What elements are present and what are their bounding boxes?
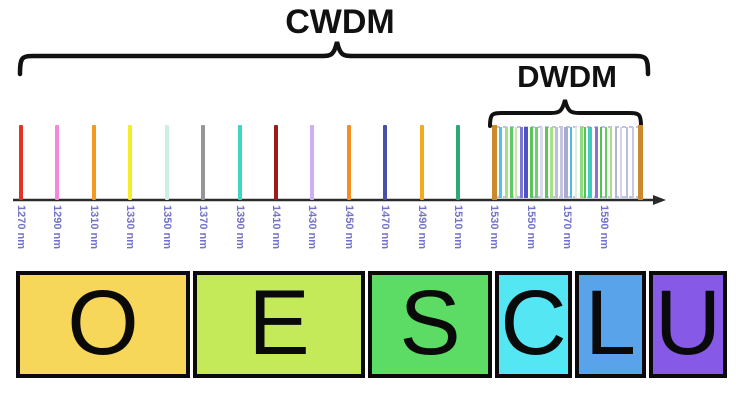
dwdm-channel-line	[555, 127, 558, 198]
cwdm-title: CWDM	[285, 3, 395, 41]
dwdm-channel-line	[524, 127, 529, 198]
cwdm-channel-1410	[273, 125, 278, 200]
dwdm-channel-line	[530, 127, 533, 198]
band-letter-E: E	[248, 271, 310, 374]
dwdm-channel-line	[619, 127, 623, 198]
cwdm-channel-1330	[128, 125, 133, 200]
tick-label-1590: 1590 nm	[597, 205, 610, 250]
dwdm-channel-line	[545, 127, 548, 198]
band-letter-S: S	[399, 271, 461, 374]
tick-label-1370: 1370 nm	[197, 205, 210, 250]
tick-label-1430: 1430 nm	[306, 205, 319, 250]
cwdm-channel-1490	[419, 125, 424, 200]
tick-label-1290: 1290 nm	[51, 205, 64, 250]
dwdm-channel-line	[564, 127, 569, 198]
x-axis-arrow-icon	[653, 195, 666, 205]
dwdm-channel-line	[499, 127, 502, 198]
tick-label-1450: 1450 nm	[342, 205, 355, 250]
cwdm-channel-1350	[164, 125, 169, 200]
band-box-U: U	[649, 271, 727, 378]
dwdm-channel-line	[515, 127, 518, 198]
cwdm-channel-1450	[346, 125, 351, 200]
tick-label-1550: 1550 nm	[524, 205, 537, 250]
dwdm-channel-line	[520, 127, 523, 198]
dwdm-left-boundary	[491, 125, 497, 200]
tick-label-1330: 1330 nm	[124, 205, 137, 250]
dwdm-channel-line	[599, 127, 603, 198]
cwdm-channel-1290	[55, 125, 60, 200]
dwdm-channel-line	[632, 127, 635, 198]
tick-label-1270: 1270 nm	[15, 205, 27, 250]
dwdm-channel-line	[510, 127, 513, 198]
dwdm-channel-line	[569, 127, 573, 198]
dwdm-channel-line	[580, 127, 583, 198]
dwdm-channel-line	[604, 127, 608, 198]
band-box-S: S	[368, 271, 492, 378]
dwdm-channel-line	[505, 127, 508, 198]
band-box-L: L	[575, 271, 646, 378]
dwdm-channel-line	[609, 127, 613, 198]
dwdm-channel-line	[560, 127, 563, 198]
band-letter-U: U	[654, 271, 722, 374]
tick-label-1530: 1530 nm	[488, 205, 501, 250]
tick-label-1410: 1410 nm	[269, 205, 282, 250]
tick-label-1570: 1570 nm	[561, 205, 574, 250]
band-box-C: C	[495, 271, 572, 378]
dwdm-channel-line	[583, 127, 587, 198]
cwdm-channel-1310	[91, 125, 96, 200]
dwdm-channel-line	[535, 127, 538, 198]
cwdm-channel-1470	[383, 125, 388, 200]
band-box-E: E	[193, 271, 365, 378]
band-letter-L: L	[584, 271, 637, 374]
tick-label-1510: 1510 nm	[452, 205, 465, 250]
tick-label-1490: 1490 nm	[415, 205, 428, 250]
cwdm-brace-icon	[17, 41, 651, 77]
band-letter-O: O	[67, 271, 139, 374]
dwdm-channel-line	[575, 127, 578, 198]
tick-label-1350: 1350 nm	[160, 205, 173, 250]
dwdm-channel-line	[588, 127, 593, 198]
cwdm-channel-1510	[456, 125, 461, 200]
tick-label-1470: 1470 nm	[379, 205, 392, 250]
tick-label-1310: 1310 nm	[87, 205, 100, 250]
dwdm-channel-line	[595, 127, 598, 198]
dwdm-brace-icon	[488, 99, 643, 128]
band-letter-C: C	[500, 271, 567, 374]
dwdm-channel-line	[540, 127, 543, 198]
dwdm-title: DWDM	[517, 59, 617, 94]
cwdm-channel-1430	[310, 125, 315, 200]
cwdm-channel-1270	[19, 125, 23, 200]
dwdm-channel-line	[550, 127, 553, 198]
band-box-O: O	[16, 271, 190, 378]
dwdm-channel-line	[614, 127, 618, 198]
tick-label-1390: 1390 nm	[233, 205, 246, 250]
cwdm-channel-1370	[201, 125, 206, 200]
dwdm-channel-line	[625, 127, 629, 198]
cwdm-channel-1390	[237, 125, 242, 200]
dwdm-right-boundary	[637, 125, 643, 200]
